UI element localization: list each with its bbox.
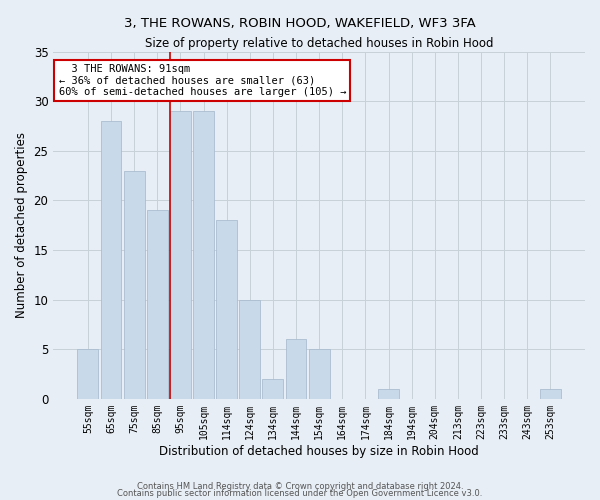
Bar xyxy=(216,220,237,399)
Bar xyxy=(378,389,399,399)
Text: Contains public sector information licensed under the Open Government Licence v3: Contains public sector information licen… xyxy=(118,489,482,498)
Bar xyxy=(77,349,98,399)
Y-axis label: Number of detached properties: Number of detached properties xyxy=(15,132,28,318)
Bar xyxy=(170,111,191,399)
Text: 3 THE ROWANS: 91sqm
← 36% of detached houses are smaller (63)
60% of semi-detach: 3 THE ROWANS: 91sqm ← 36% of detached ho… xyxy=(59,64,346,97)
Text: Contains HM Land Registry data © Crown copyright and database right 2024.: Contains HM Land Registry data © Crown c… xyxy=(137,482,463,491)
X-axis label: Distribution of detached houses by size in Robin Hood: Distribution of detached houses by size … xyxy=(159,444,479,458)
Text: 3, THE ROWANS, ROBIN HOOD, WAKEFIELD, WF3 3FA: 3, THE ROWANS, ROBIN HOOD, WAKEFIELD, WF… xyxy=(124,18,476,30)
Bar xyxy=(193,111,214,399)
Title: Size of property relative to detached houses in Robin Hood: Size of property relative to detached ho… xyxy=(145,38,493,51)
Bar xyxy=(309,349,329,399)
Bar xyxy=(101,121,121,399)
Bar xyxy=(262,379,283,399)
Bar xyxy=(147,210,167,399)
Bar xyxy=(286,340,307,399)
Bar xyxy=(124,170,145,399)
Bar xyxy=(239,300,260,399)
Bar xyxy=(540,389,561,399)
